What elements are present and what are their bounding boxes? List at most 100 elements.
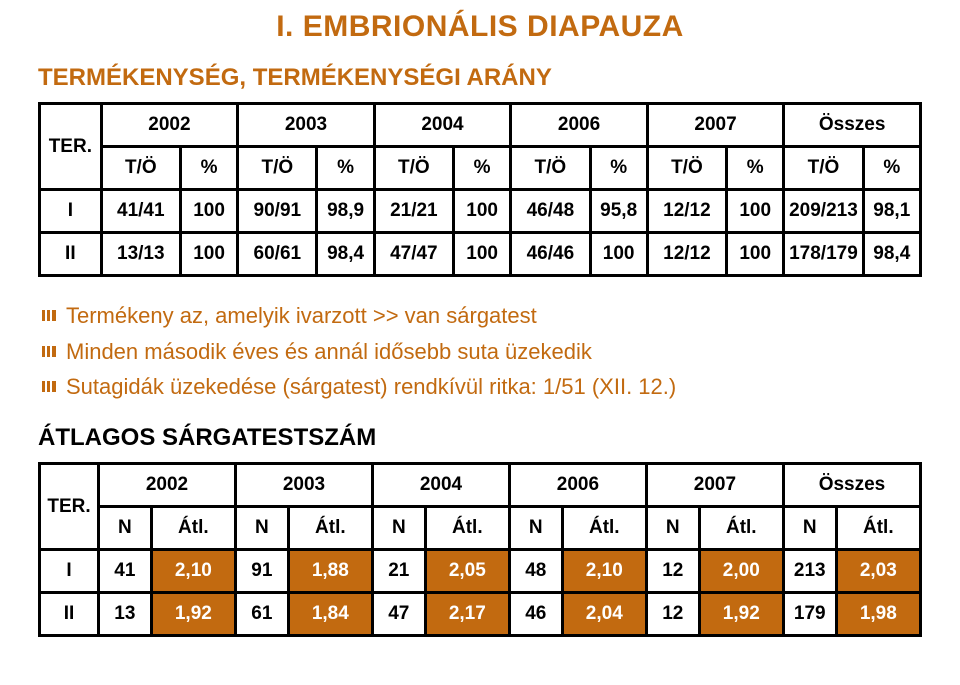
table1-sub: % [454,147,511,190]
table2-cell: 1,88 [288,550,372,593]
table1-sub: % [590,147,647,190]
table2-sub: Átl. [836,507,920,550]
table1-cell: 12/12 [647,190,726,233]
table1-cell: 98,4 [863,233,920,276]
table1-sub: T/Ö [784,147,863,190]
table1-sub-row: T/Ö % T/Ö % T/Ö % T/Ö % T/Ö % T/Ö % [40,147,921,190]
table2-sub: Átl. [425,507,509,550]
table1-cell: 100 [590,233,647,276]
table1-sub: % [727,147,784,190]
table2-cell: 2,05 [425,550,509,593]
fertility-table: TER. 2002 2003 2004 2006 2007 Összes T/Ö… [38,102,922,277]
table2-sub: N [646,507,699,550]
bullet-list: Termékeny az, amelyik ivarzott >> van sá… [38,301,922,402]
table2-sub-row: N Átl. N Átl. N Átl. N Átl. N Átl. N Átl… [40,507,921,550]
table1-row: I 41/41 100 90/91 98,9 21/21 100 46/48 9… [40,190,921,233]
table1-year-row: TER. 2002 2003 2004 2006 2007 Összes [40,104,921,147]
table2-corner: TER. [40,464,99,550]
table1-year: 2002 [101,104,238,147]
table1-sub: T/Ö [101,147,180,190]
table2-year: 2007 [646,464,783,507]
bullet-item: Termékeny az, amelyik ivarzott >> van sá… [38,301,922,331]
table2-row-label: II [40,593,99,636]
table2-year: Összes [783,464,920,507]
table2-sub: N [509,507,562,550]
table2-year: 2002 [99,464,236,507]
table1-row: II 13/13 100 60/61 98,4 47/47 100 46/46 … [40,233,921,276]
table1-cell: 46/46 [511,233,590,276]
table2-row-label: I [40,550,99,593]
table1-cell: 100 [180,190,237,233]
table1-year: Összes [784,104,921,147]
table2-cell: 2,17 [425,593,509,636]
table2-cell: 21 [372,550,425,593]
table1-year: 2007 [647,104,784,147]
table1-row-label: II [40,233,102,276]
table2-row: I 41 2,10 91 1,88 21 2,05 48 2,10 12 2,0… [40,550,921,593]
table2-sub: N [783,507,836,550]
table1-cell: 95,8 [590,190,647,233]
table1-cell: 100 [454,190,511,233]
table1-cell: 100 [454,233,511,276]
section2-heading: ÁTLAGOS SÁRGATESTSZÁM [38,424,922,452]
table1-cell: 178/179 [784,233,863,276]
table2-cell: 213 [783,550,836,593]
table1-year: 2006 [511,104,648,147]
table1-cell: 98,1 [863,190,920,233]
table2-cell: 1,92 [151,593,235,636]
corpus-luteum-table: TER. 2002 2003 2004 2006 2007 Összes N Á… [38,462,922,637]
bullet-item: Minden második éves és annál idősebb sut… [38,337,922,367]
page-title: I. EMBRIONÁLIS DIAPAUZA [38,10,922,44]
table2-year-row: TER. 2002 2003 2004 2006 2007 Összes [40,464,921,507]
table2-cell: 12 [646,593,699,636]
table1-cell: 41/41 [101,190,180,233]
table2-cell: 12 [646,550,699,593]
table2-cell: 2,10 [151,550,235,593]
table2-cell: 2,10 [562,550,646,593]
table2-cell: 1,98 [836,593,920,636]
table1-cell: 12/12 [647,233,726,276]
table1-year: 2003 [238,104,375,147]
table2-cell: 2,04 [562,593,646,636]
table2-sub: Átl. [699,507,783,550]
table2-cell: 1,92 [699,593,783,636]
table2-sub: N [235,507,288,550]
table2-year: 2006 [509,464,646,507]
table2-year: 2003 [235,464,372,507]
table1-cell: 100 [180,233,237,276]
table1-sub: T/Ö [374,147,453,190]
table1-sub: T/Ö [647,147,726,190]
table2-sub: N [99,507,152,550]
table1-cell: 60/61 [238,233,317,276]
section1-heading: TERMÉKENYSÉG, TERMÉKENYSÉGI ARÁNY [38,64,922,92]
table1-sub: T/Ö [238,147,317,190]
table2-cell: 61 [235,593,288,636]
table1-sub: % [317,147,374,190]
table2-sub: Átl. [151,507,235,550]
table1-sub: % [863,147,920,190]
table2-cell: 1,84 [288,593,372,636]
table1-cell: 209/213 [784,190,863,233]
table2-cell: 91 [235,550,288,593]
table1-cell: 13/13 [101,233,180,276]
table1-cell: 100 [727,233,784,276]
table2-sub: Átl. [288,507,372,550]
table1-cell: 46/48 [511,190,590,233]
table2-year: 2004 [372,464,509,507]
table1-cell: 21/21 [374,190,453,233]
table1-cell: 47/47 [374,233,453,276]
table2-sub: Átl. [562,507,646,550]
table2-cell: 46 [509,593,562,636]
table1-sub: T/Ö [511,147,590,190]
table2-row: II 13 1,92 61 1,84 47 2,17 46 2,04 12 1,… [40,593,921,636]
table1-cell: 98,4 [317,233,374,276]
table1-year: 2004 [374,104,511,147]
bullet-item: Sutagidák üzekedése (sárgatest) rendkívü… [38,372,922,402]
table2-cell: 13 [99,593,152,636]
table2-sub: N [372,507,425,550]
table1-corner: TER. [40,104,102,190]
table2-cell: 48 [509,550,562,593]
table2-cell: 179 [783,593,836,636]
table2-cell: 2,03 [836,550,920,593]
table1-sub: % [180,147,237,190]
